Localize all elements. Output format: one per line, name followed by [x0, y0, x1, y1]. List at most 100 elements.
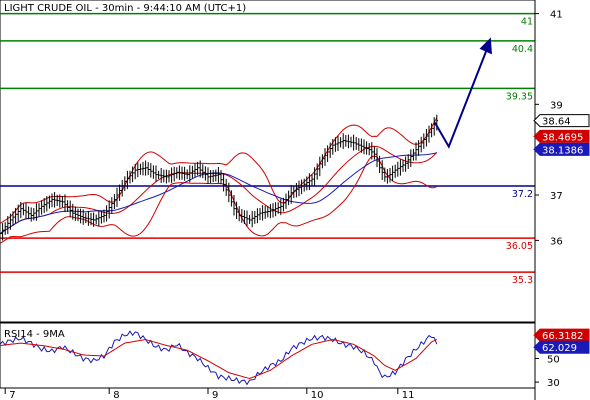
- price-candle: [84, 212, 88, 224]
- price-candle: [240, 209, 244, 223]
- bollinger-upper-line: [0, 117, 438, 225]
- price-tag-label: 62.029: [542, 343, 577, 354]
- price-candle: [287, 190, 290, 206]
- price-candle: [131, 166, 134, 183]
- price-candle: [417, 140, 420, 156]
- x-axis-label: 10: [311, 390, 324, 400]
- price-candle: [258, 207, 262, 221]
- price-tag: 38.1386: [533, 142, 590, 156]
- price-candle: [209, 170, 212, 184]
- price-candle: [94, 214, 98, 225]
- price-candle: [373, 146, 376, 160]
- price-candle: [3, 222, 7, 235]
- price-candle: [401, 159, 405, 172]
- price-candle: [243, 210, 246, 225]
- price-candle: [16, 204, 20, 222]
- level-label: 36.05: [506, 241, 533, 252]
- price-candle: [300, 179, 303, 195]
- price-candle: [367, 142, 371, 156]
- price-candle: [326, 145, 329, 162]
- price-candle: [68, 200, 72, 218]
- price-candle: [256, 208, 259, 224]
- price-candle: [378, 155, 381, 174]
- price-axis-label: 41: [550, 10, 563, 21]
- price-candle: [128, 170, 132, 184]
- price-candle: [175, 167, 179, 179]
- projection-arrow-head: [479, 37, 492, 55]
- price-candle: [313, 167, 316, 186]
- price-candle: [71, 203, 75, 220]
- price-candle: [362, 139, 366, 155]
- price-candle: [149, 163, 153, 178]
- x-axis-label: 8: [113, 390, 119, 400]
- price-candle: [386, 169, 389, 184]
- price-candle: [274, 202, 277, 217]
- price-candle: [352, 134, 355, 151]
- price-candle: [123, 176, 127, 192]
- price-candle: [248, 214, 251, 224]
- rsi-axis-label: 50: [547, 354, 560, 365]
- price-candle: [341, 133, 345, 150]
- price-candle: [302, 178, 306, 192]
- rsi-ma-line: [0, 338, 438, 380]
- price-candle: [105, 205, 108, 222]
- price-tag: 62.029: [533, 340, 590, 354]
- price-candle: [204, 166, 207, 181]
- price-candle: [331, 138, 335, 155]
- price-candle: [9, 213, 12, 230]
- price-tag: 66.3182: [533, 328, 590, 342]
- price-candle: [53, 192, 56, 208]
- price-candle: [183, 166, 186, 181]
- price-candle: [87, 211, 90, 226]
- price-candle: [198, 160, 202, 178]
- price-candle: [344, 135, 348, 147]
- price-candle: [157, 170, 160, 180]
- price-candle: [141, 161, 145, 176]
- price-axis-label: 39: [550, 100, 563, 111]
- price-tag-label: 38.1386: [542, 145, 583, 156]
- price-candle: [336, 135, 340, 151]
- price-candle: [58, 194, 62, 208]
- price-candle: [22, 203, 25, 216]
- price-candle: [32, 208, 36, 221]
- price-candle: [107, 200, 111, 219]
- price-candle: [110, 197, 114, 214]
- price-candle: [159, 167, 163, 183]
- price-candle: [81, 209, 85, 225]
- price-candle: [224, 178, 228, 196]
- price-candle: [188, 165, 192, 183]
- price-candle: [146, 162, 150, 176]
- price-tag-box: [533, 340, 590, 354]
- price-candle: [349, 136, 353, 148]
- price-candle: [292, 185, 296, 199]
- projection-arrow-line: [433, 50, 488, 149]
- price-candle: [357, 138, 361, 151]
- price-panel: 41 40.4 39.35 37.2 36.05 35.3: [0, 0, 536, 323]
- price-candle: [178, 165, 181, 180]
- price-candle: [19, 201, 23, 219]
- price-axis-label: 36: [550, 236, 563, 247]
- price-candle: [11, 211, 15, 226]
- price-candle: [89, 212, 93, 226]
- price-candle: [144, 160, 147, 176]
- price-candle: [97, 210, 101, 227]
- price-candle: [422, 133, 426, 149]
- price-candle: [318, 156, 322, 177]
- price-candle: [152, 165, 155, 179]
- level-label: 37.2: [512, 189, 533, 200]
- price-candle: [24, 202, 28, 220]
- price-candle: [427, 125, 431, 143]
- price-candle: [227, 182, 231, 203]
- price-candle: [328, 142, 332, 158]
- price-candle: [45, 196, 49, 212]
- price-candle: [380, 160, 384, 180]
- price-candle: [35, 203, 38, 221]
- price-candle: [63, 194, 67, 213]
- price-candle: [162, 169, 166, 183]
- price-candle: [172, 166, 176, 182]
- price-candle: [237, 206, 241, 222]
- price-candle: [295, 182, 298, 198]
- price-axis-label: 37: [550, 191, 563, 202]
- price-candle: [1, 223, 4, 241]
- x-axis-label: 9: [212, 390, 218, 400]
